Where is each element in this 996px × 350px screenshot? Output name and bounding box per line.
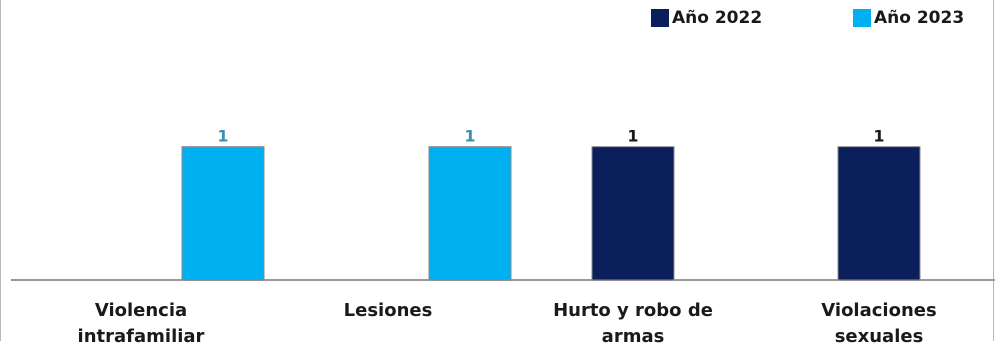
bar-0-series-1 — [181, 146, 265, 281]
legend-swatch-2023 — [853, 9, 871, 27]
legend-item-2022: Año 2022 — [651, 8, 762, 28]
data-label-2-series-0: 1 — [627, 127, 638, 146]
data-label-0-series-1: 1 — [217, 127, 228, 146]
legend-label-2022: Año 2022 — [672, 8, 763, 28]
bar-chart: 1 1 1 1 — [11, 127, 995, 281]
legend-item-2023: Año 2023 — [853, 8, 964, 28]
legend-swatch-2022 — [651, 9, 669, 27]
bar-1-series-1 — [428, 146, 512, 281]
data-label-1-series-1: 1 — [464, 127, 475, 146]
bar-group: 1 1 1 1 — [181, 127, 921, 281]
legend-label-2023: Año 2023 — [874, 8, 965, 28]
bar-2-series-0 — [591, 146, 675, 281]
category-label-violaciones: Violaciones sexuales — [821, 300, 937, 347]
category-label-hurto: Hurto y robo de armas — [553, 300, 713, 347]
category-label-lesiones: Lesiones — [343, 300, 433, 321]
data-label-3-series-0: 1 — [873, 127, 884, 146]
category-label-violencia: Violencia intrafamiliar — [77, 300, 205, 347]
bar-3-series-0 — [837, 146, 921, 281]
